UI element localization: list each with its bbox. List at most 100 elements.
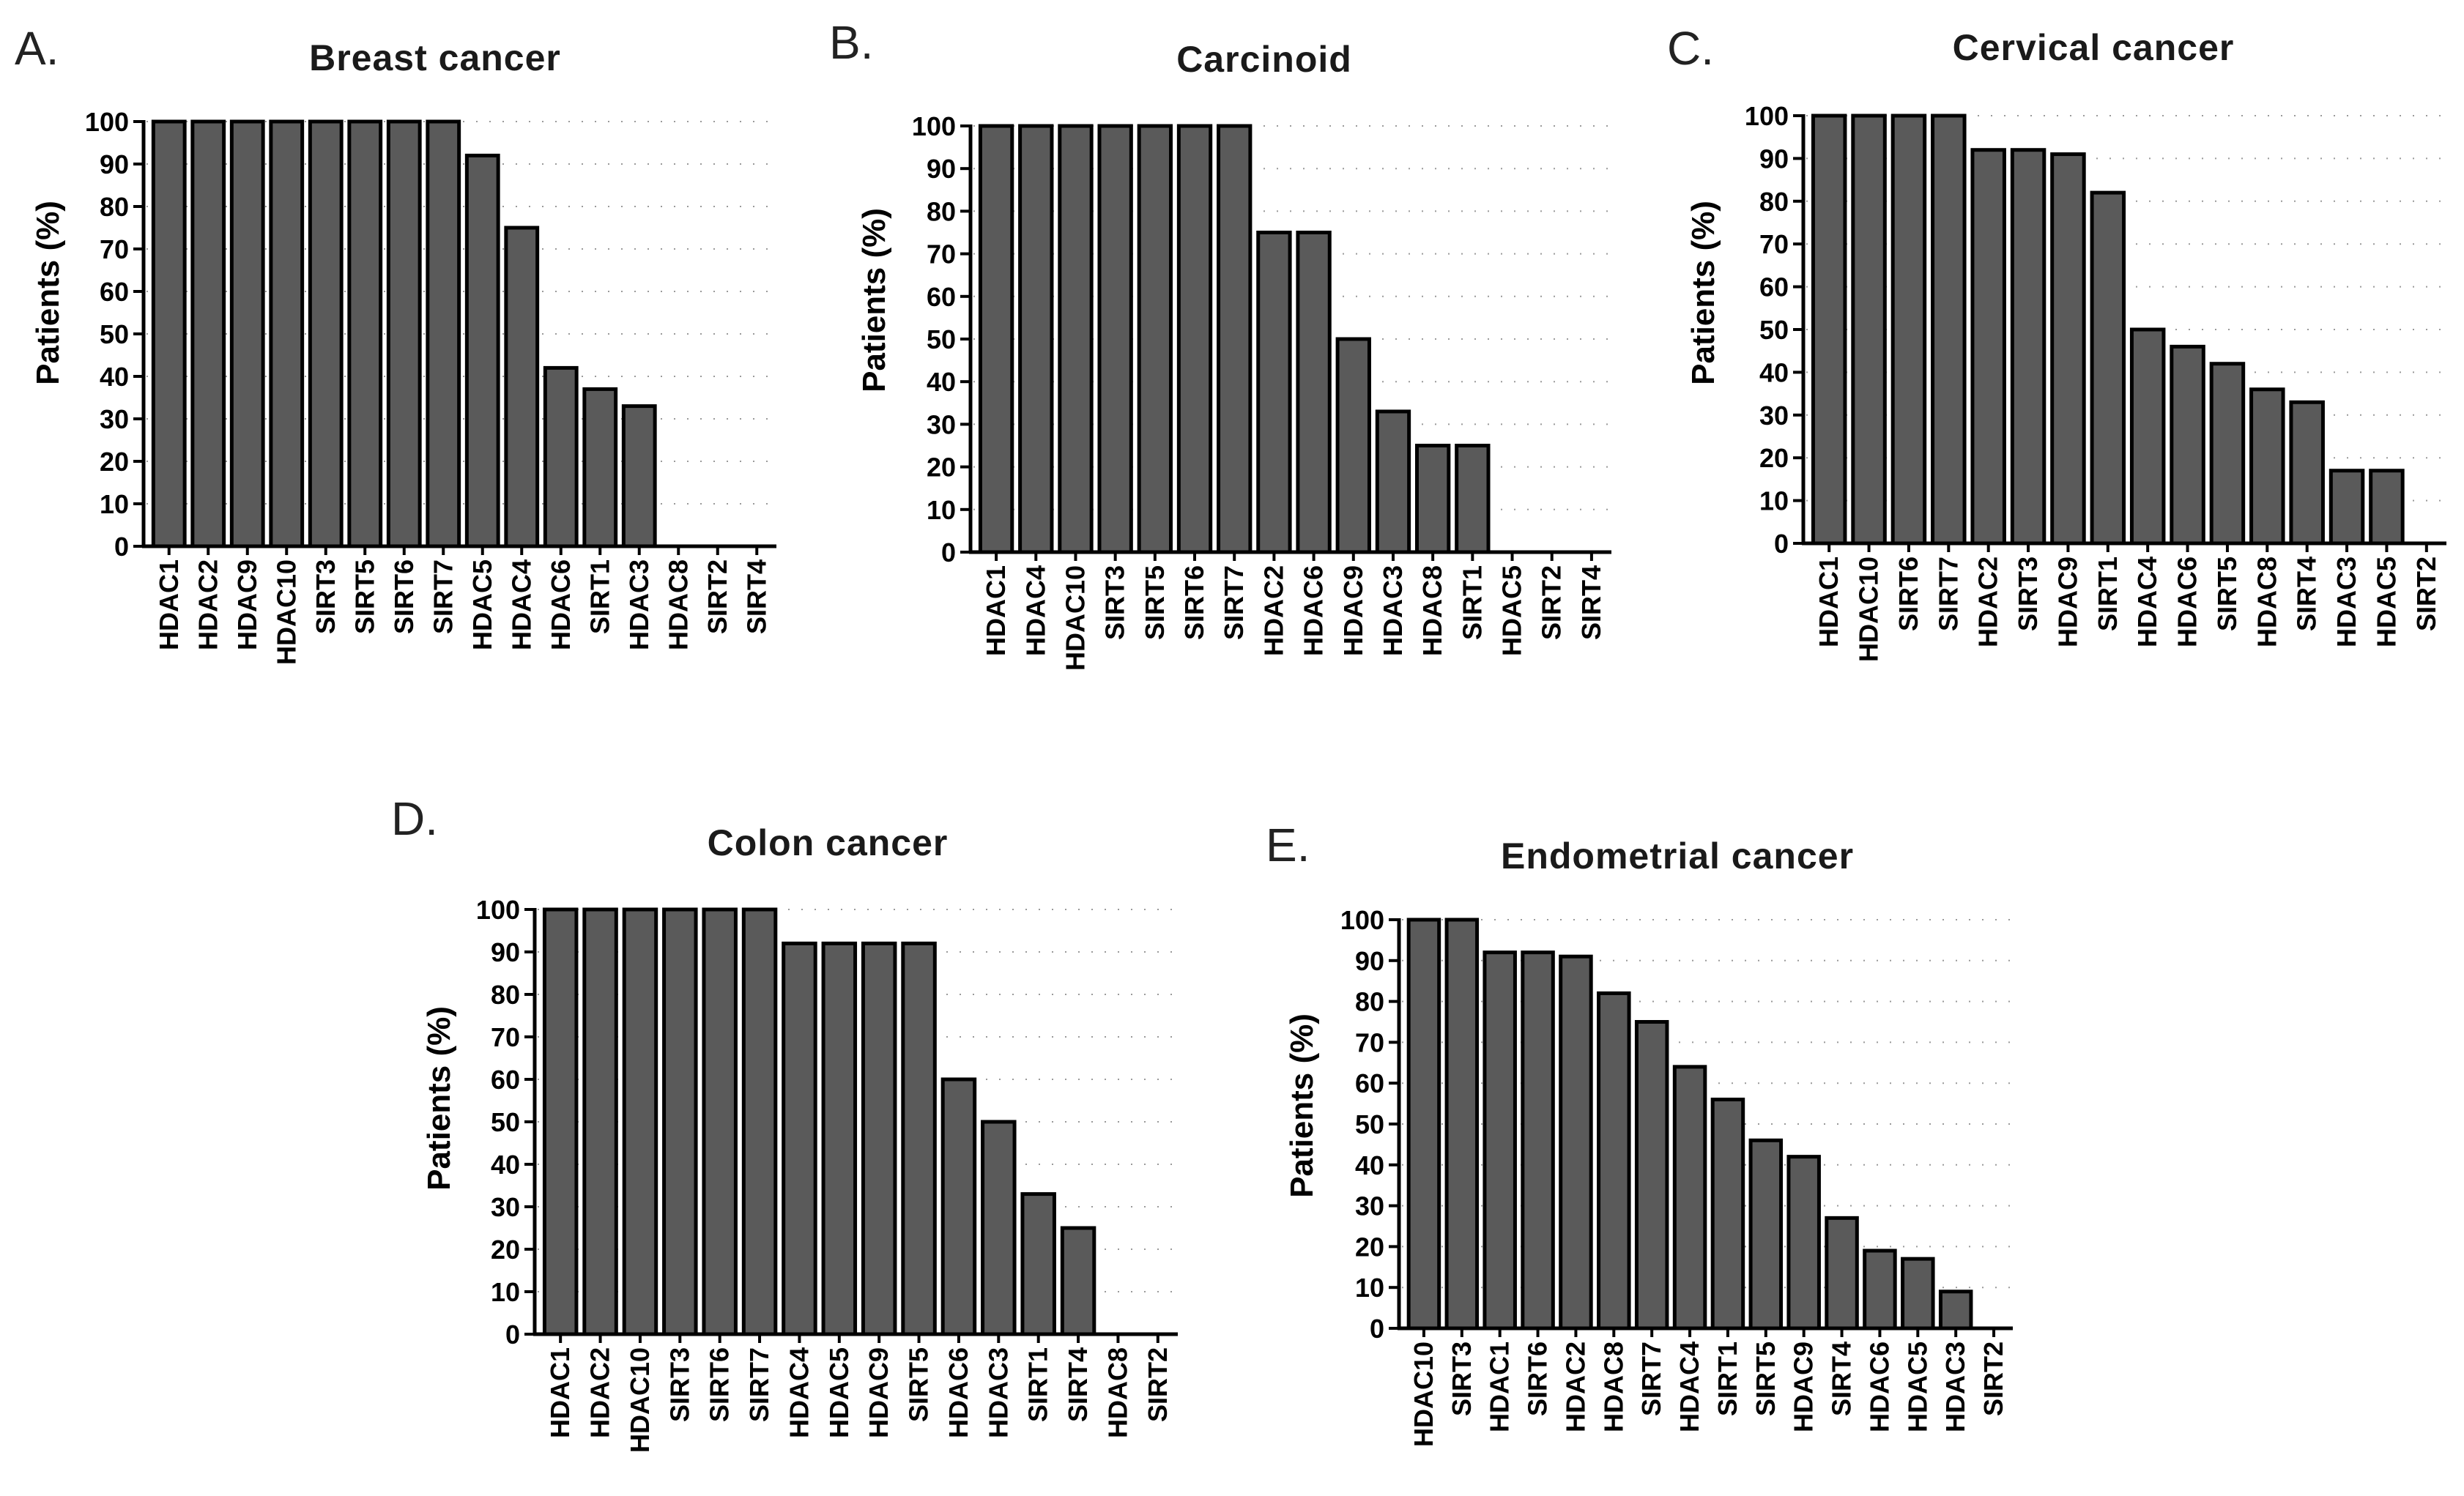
- y-tick-label-c: 40: [1759, 357, 1789, 387]
- x-tick-label-b: SIRT5: [1140, 565, 1170, 640]
- x-tick-label-b: SIRT7: [1219, 565, 1249, 640]
- x-tick-label-e: HDAC8: [1598, 1341, 1628, 1432]
- y-tick-label-e: 90: [1355, 946, 1384, 976]
- x-tick-label-b: HDAC2: [1258, 565, 1288, 656]
- y-tick-label-d: 50: [491, 1107, 520, 1137]
- x-tick-label-c: HDAC2: [1973, 557, 2003, 647]
- x-tick-label-d: HDAC2: [585, 1347, 615, 1438]
- plot-area-e: HDAC10 SIRT3 HDAC1 SIRT6 HDAC2 HDAC8 SIRT7 HDAC…: [1340, 905, 2013, 1447]
- panel-d-colon-cancer: D. Colon cancer Patients (%) HDAC1 HDAC2 H…: [391, 792, 1178, 1453]
- bar-e-hdac4: [1672, 1065, 1707, 1331]
- x-tick-label-d: SIRT5: [904, 1347, 934, 1422]
- bar-e-sirt1: [1710, 1098, 1745, 1331]
- x-tick-label-d: SIRT2: [1143, 1347, 1173, 1422]
- y-tick-label-e: 10: [1355, 1273, 1384, 1303]
- bar-c-sirt5: [2209, 362, 2246, 546]
- y-tick-label-c: 0: [1774, 529, 1789, 559]
- y-tick-label-e: 100: [1340, 905, 1384, 935]
- bar-e-hdac8: [1597, 991, 1631, 1331]
- y-tick-label-b: 20: [927, 453, 956, 483]
- bar-d-hdac4: [782, 941, 817, 1336]
- bar-e-sirt6: [1521, 950, 1555, 1331]
- x-tick-label-c: SIRT1: [2093, 557, 2123, 631]
- y-axis-label-b: Patients (%): [856, 208, 892, 392]
- y-axis-label-a: Patients (%): [30, 201, 66, 385]
- x-tick-label-a: SIRT3: [311, 559, 341, 634]
- bar-a-hdac1: [151, 119, 187, 548]
- bar-b-sirt5: [1137, 124, 1173, 554]
- x-tick-label-b: HDAC10: [1060, 565, 1090, 671]
- x-tick-label-b: SIRT3: [1100, 565, 1130, 640]
- bar-d-hdac3: [981, 1120, 1017, 1336]
- y-tick-label-c: 60: [1759, 272, 1789, 302]
- y-tick-label-d: 20: [491, 1235, 520, 1265]
- bar-e-hdac5: [1901, 1257, 1935, 1331]
- x-tick-label-e: HDAC3: [1940, 1341, 1970, 1432]
- bar-e-hdac6: [1863, 1248, 1897, 1331]
- x-tick-label-b: HDAC9: [1338, 565, 1368, 656]
- panel-c-cervical-cancer: C. Cervical cancer Patients (%) HDAC1 HDA…: [1667, 22, 2446, 662]
- y-tick-label-b: 50: [927, 324, 956, 354]
- plot-area-a: HDAC1 HDAC2 HDAC9 HDAC10 SIRT3 SIRT5 SIRT6 SIRT…: [85, 107, 776, 665]
- x-tick-label-d: SIRT4: [1063, 1347, 1093, 1422]
- bar-a-sirt7: [426, 119, 461, 548]
- x-tick-label-e: SIRT3: [1447, 1341, 1477, 1416]
- bar-a-sirt6: [386, 119, 422, 548]
- x-tick-label-b: HDAC6: [1299, 565, 1329, 656]
- bar-b-sirt1: [1455, 444, 1491, 554]
- panel-e-endometrial-cancer: E. Endometrial cancer Patients (%) HDAC1…: [1266, 819, 2013, 1447]
- x-tick-label-a: SIRT7: [428, 559, 458, 634]
- x-tick-label-d: SIRT3: [664, 1347, 694, 1422]
- x-tick-label-e: HDAC4: [1674, 1341, 1704, 1432]
- x-tick-label-a: HDAC10: [271, 559, 301, 665]
- x-tick-label-e: SIRT6: [1523, 1341, 1553, 1416]
- x-tick-label-d: SIRT1: [1023, 1347, 1053, 1422]
- bar-d-hdac9: [861, 941, 897, 1336]
- y-tick-label-c: 100: [1745, 101, 1789, 131]
- bar-a-hdac10: [269, 119, 305, 548]
- y-tick-label-c: 30: [1759, 401, 1789, 431]
- y-tick-label-a: 0: [114, 532, 129, 562]
- bar-c-sirt1: [2090, 190, 2126, 546]
- bar-b-hdac9: [1335, 337, 1371, 554]
- bar-d-sirt6: [702, 907, 738, 1336]
- bar-e-hdac1: [1483, 950, 1517, 1331]
- bar-a-hdac3: [621, 404, 657, 548]
- bar-c-hdac4: [2129, 327, 2166, 546]
- bar-c-hdac5: [2369, 469, 2405, 546]
- bar-a-sirt5: [347, 119, 383, 548]
- bar-b-sirt3: [1097, 124, 1133, 554]
- x-tick-label-d: SIRT7: [744, 1347, 774, 1422]
- x-tick-label-b: SIRT6: [1179, 565, 1209, 640]
- plot-area-d: HDAC1 HDAC2 HDAC10 SIRT3 SIRT6 SIRT7 HDAC4 HDAC…: [476, 895, 1178, 1453]
- y-axis-label-d: Patients (%): [421, 1006, 457, 1191]
- y-tick-label-c: 50: [1759, 315, 1789, 345]
- x-tick-label-b: HDAC5: [1497, 565, 1527, 656]
- y-tick-label-e: 50: [1355, 1109, 1384, 1139]
- y-tick-label-b: 60: [927, 282, 956, 312]
- x-tick-label-c: SIRT7: [1933, 557, 1963, 631]
- x-tick-label-a: HDAC9: [232, 559, 262, 650]
- y-tick-label-c: 10: [1759, 486, 1789, 516]
- bar-e-hdac3: [1938, 1290, 1973, 1331]
- bar-c-hdac6: [2170, 344, 2205, 546]
- x-tick-label-c: SIRT6: [1893, 557, 1923, 631]
- x-tick-label-a: HDAC8: [663, 559, 693, 650]
- bar-b-hdac6: [1296, 231, 1332, 554]
- x-tick-label-e: HDAC1: [1485, 1341, 1515, 1432]
- y-tick-label-d: 60: [491, 1065, 520, 1095]
- bar-c-sirt4: [2289, 400, 2325, 546]
- x-tick-label-a: HDAC6: [546, 559, 576, 650]
- y-tick-label-a: 20: [100, 447, 129, 477]
- bar-a-hdac5: [464, 153, 500, 548]
- y-tick-label-b: 10: [927, 495, 956, 525]
- x-tick-label-a: HDAC1: [154, 559, 184, 650]
- bar-e-sirt7: [1634, 1020, 1669, 1331]
- bar-c-hdac10: [1851, 113, 1887, 546]
- bar-d-sirt1: [1020, 1192, 1056, 1336]
- x-tick-label-e: SIRT7: [1636, 1341, 1666, 1416]
- bar-d-hdac5: [821, 941, 858, 1336]
- y-tick-label-d: 30: [491, 1192, 520, 1222]
- bar-b-sirt6: [1176, 124, 1213, 554]
